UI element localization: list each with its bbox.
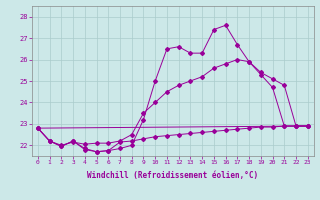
X-axis label: Windchill (Refroidissement éolien,°C): Windchill (Refroidissement éolien,°C) [87,171,258,180]
